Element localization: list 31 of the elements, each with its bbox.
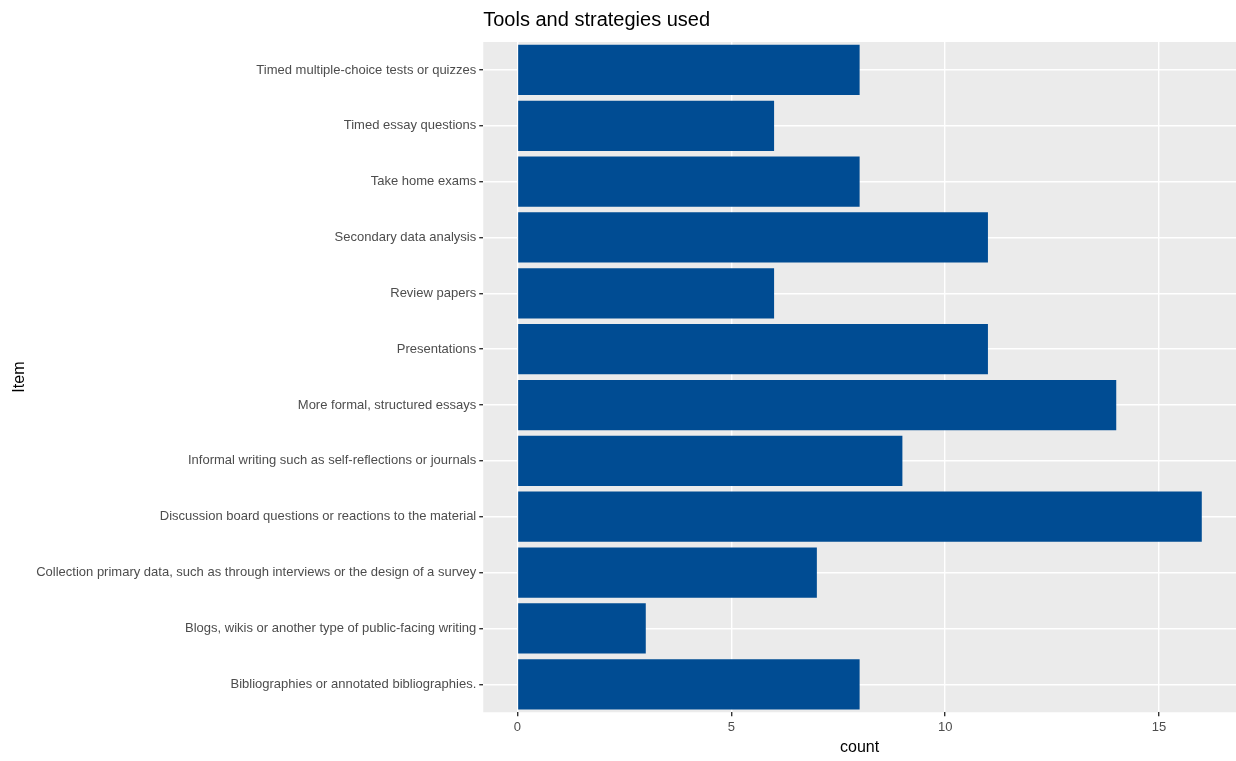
y-tick-label: Discussion board questions or reactions to the material (159, 508, 477, 524)
y-tick-label: Secondary data analysis (334, 229, 477, 245)
y-tick-label: Presentations (396, 340, 477, 356)
y-tick-label: Blogs, wikis or another type of public-facing writing (185, 620, 477, 635)
y-tick-label: Review papers (390, 284, 477, 300)
chart-title: Tools and strategies used (483, 7, 711, 30)
bar (518, 100, 775, 151)
bar (518, 603, 646, 654)
x-tick-label: 15 (1151, 718, 1167, 734)
x-tick-label: 5 (727, 718, 735, 734)
y-tick-label: Take home exams (370, 173, 477, 189)
bar (518, 659, 860, 710)
y-tick-label: Bibliographies or annotated bibliographies. (230, 675, 477, 691)
bar (518, 379, 1117, 431)
bar (518, 491, 1202, 542)
y-tick-label: Informal writing such as self-reflections or journals (187, 452, 477, 468)
x-axis-title: count (840, 737, 880, 755)
bar (518, 268, 775, 319)
x-tick-label: 10 (937, 718, 953, 734)
y-axis-title: Item (10, 361, 28, 393)
bar (518, 156, 860, 207)
y-tick-label: Timed essay questions (343, 117, 477, 133)
x-tick-label: 0 (513, 718, 522, 734)
bar (518, 44, 860, 96)
bar (518, 547, 817, 598)
y-tick-label: More formal, structured essays (297, 396, 477, 412)
bar (518, 324, 988, 375)
y-tick-label: Timed multiple-choice tests or quizzes (256, 61, 477, 77)
y-tick-label: Collection primary data, such as through interviews or the design of a survey (36, 564, 477, 580)
bar (518, 435, 903, 487)
bar (518, 212, 988, 263)
